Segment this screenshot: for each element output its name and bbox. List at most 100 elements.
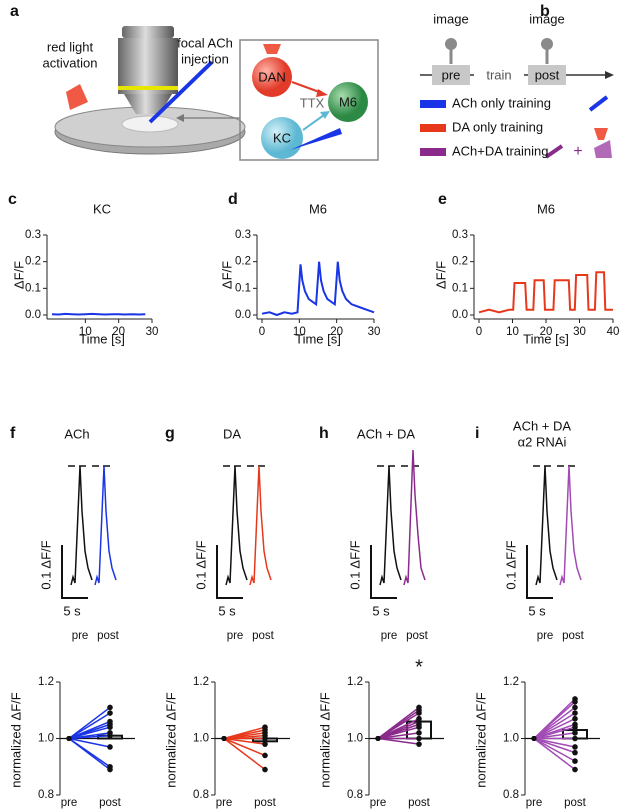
dan-light [263, 44, 281, 54]
y-axis-label: ΔF/F [11, 261, 26, 289]
dan-arrowhead [316, 89, 328, 97]
pre-dot [375, 736, 381, 741]
y-tick-label: 0.0 [452, 309, 468, 321]
post-dot [262, 741, 268, 747]
pre-dot [531, 736, 537, 741]
pre-box [432, 65, 470, 85]
panel-letter: d [228, 191, 238, 208]
post-dot [416, 735, 422, 742]
post-dot [572, 715, 578, 722]
y-tick-label: 1.0 [347, 733, 363, 745]
paired-line [68, 734, 111, 740]
post-dot [572, 730, 578, 736]
paired-line [533, 712, 576, 740]
x-tick-label: 10 [506, 326, 519, 338]
panel-letter: h [319, 425, 329, 442]
post-dot [572, 766, 578, 773]
trace-label: pre [227, 630, 244, 642]
y-tick-label: 0.0 [25, 309, 41, 321]
label: injection [181, 51, 229, 66]
y-tick-label: 1.2 [503, 676, 519, 688]
chart-title: ACh + DA [513, 418, 571, 433]
trace-label: pre [72, 630, 89, 642]
chart-subtitle: α2 RNAi [518, 434, 567, 449]
y-tick-label: 0.1 [235, 282, 251, 294]
legend-label: DA only training [452, 119, 543, 134]
y-tick-label: 1.0 [38, 733, 54, 745]
y-tick-label: 1.0 [503, 733, 519, 745]
post-dot [572, 710, 578, 716]
pipette [148, 60, 214, 124]
post-dot [416, 724, 422, 730]
scale-y-label: 0.1 ΔF/F [503, 540, 518, 589]
dan-node [252, 57, 292, 97]
chart-title: M6 [537, 201, 555, 216]
paired-line [68, 737, 111, 771]
kc-pipette [290, 128, 342, 150]
post-dot [107, 710, 113, 716]
panel-letter: i [475, 425, 479, 442]
post-dot [572, 698, 578, 705]
example-trace [379, 465, 402, 586]
timeline-arrowhead [605, 71, 614, 79]
trace-label: post [97, 630, 120, 642]
y-tick-label: 0.3 [452, 229, 468, 241]
post-dot [262, 735, 268, 742]
post-dot [107, 766, 113, 773]
post-dot [107, 724, 113, 730]
example-trace [249, 465, 272, 586]
x-tick-label: pre [216, 797, 233, 809]
dan-arrow [291, 81, 323, 94]
y-tick-label: 1.2 [347, 676, 363, 688]
post-dot [572, 749, 578, 756]
sample [121, 115, 179, 133]
y-tick-label: 0.8 [347, 789, 363, 801]
x-tick-label: post [254, 797, 277, 809]
objective-tip [124, 94, 172, 114]
x-tick-label: 0 [476, 326, 482, 338]
post-dot [572, 724, 578, 730]
chart-title: M6 [309, 201, 327, 216]
x-tick-label: 30 [146, 326, 159, 338]
panel-letter: a [10, 3, 19, 20]
x-tick-label: post [99, 797, 122, 809]
y-tick-label: 0.2 [452, 256, 468, 268]
y-tick-label: 0.2 [235, 256, 251, 268]
scale-y-label: 0.1 ΔF/F [38, 540, 53, 589]
trace-label: post [406, 630, 429, 642]
chart-title: ACh [64, 426, 89, 441]
scale-x-label: 5 s [63, 603, 81, 618]
kc-node [261, 117, 303, 159]
y-axis-label: ΔF/F [433, 261, 448, 289]
panel-letter: g [165, 425, 175, 442]
timeline-label: post [535, 67, 560, 82]
post-dot [572, 704, 578, 711]
panel-letter: e [438, 191, 447, 208]
example-trace [559, 465, 582, 586]
objective-cap [122, 26, 174, 38]
y-tick-label: 0.8 [38, 789, 54, 801]
panel-letter: c [8, 191, 17, 208]
x-tick-label: 20 [112, 326, 125, 338]
x-tick-label: 10 [79, 326, 92, 338]
legend-label: ACh only training [452, 95, 551, 110]
label: image [529, 11, 564, 26]
post-dot [416, 730, 422, 736]
post-dot [416, 741, 422, 747]
kc-arrow [302, 114, 325, 131]
paired-line [377, 732, 420, 740]
trace-line [51, 312, 146, 316]
example-trace [94, 465, 117, 586]
x-tick-label: 30 [573, 326, 586, 338]
scale-bar [526, 545, 553, 599]
timeline-label: pre [442, 67, 461, 82]
x-tick-label: 30 [368, 326, 381, 338]
objective-body [118, 38, 178, 94]
panel-letter: b [540, 3, 550, 20]
x-tick-label: post [564, 797, 587, 809]
y-tick-label: 0.2 [25, 256, 41, 268]
paired-line [223, 737, 266, 771]
paired-line [533, 737, 576, 762]
